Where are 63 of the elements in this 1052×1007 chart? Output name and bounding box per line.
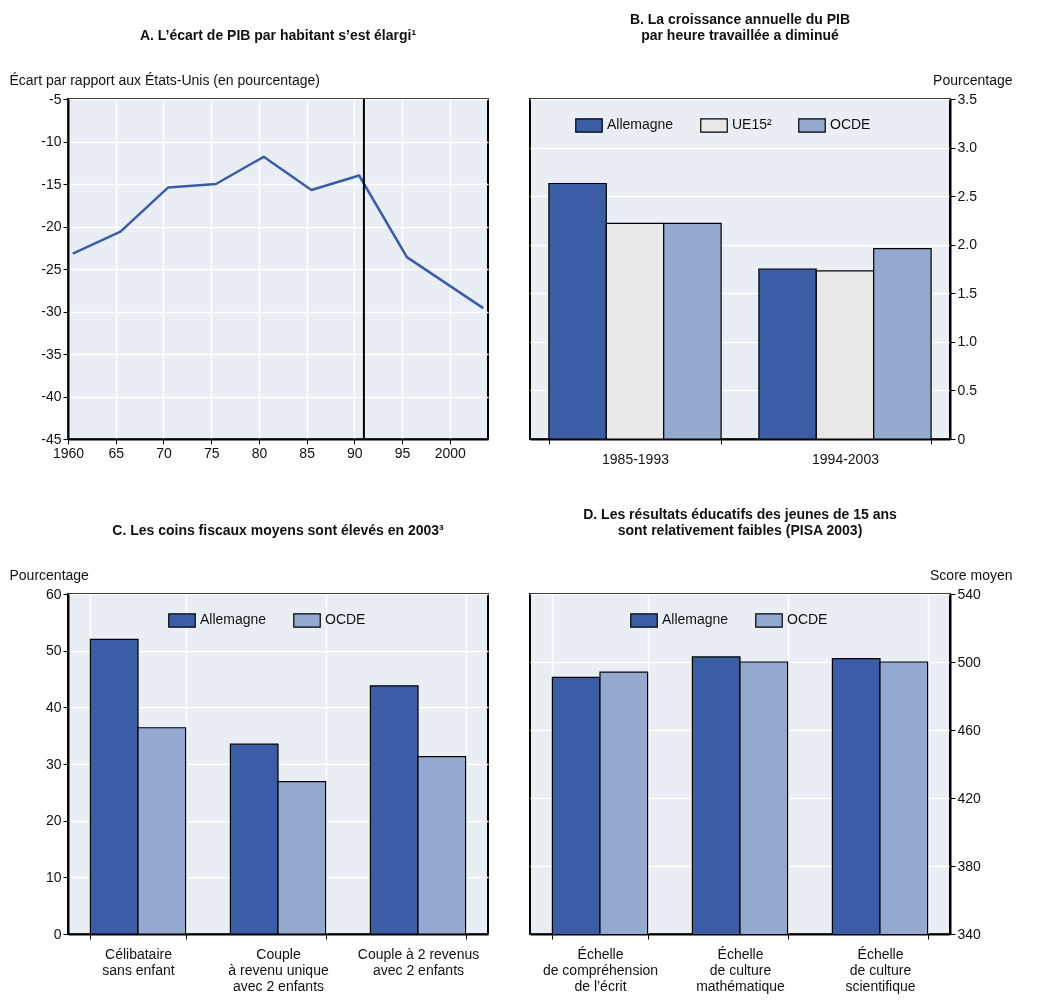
x-tick-label: 70	[156, 444, 172, 461]
legend-label: UE15²	[732, 116, 773, 133]
y2-tick-label: 2.0	[957, 236, 978, 253]
legend-label: OCDE	[787, 611, 828, 628]
legend-label: Allemagne	[662, 611, 729, 628]
y-tick-label: -25	[41, 260, 62, 277]
y2-tick-label: 420	[957, 789, 982, 806]
y-tick-label: -15	[41, 175, 62, 192]
y2-tick-label: 0.5	[957, 381, 978, 398]
y2-tick-label: 500	[957, 653, 982, 670]
x-tick-label: 95	[394, 444, 411, 461]
y-tick-label: 10	[45, 868, 62, 885]
y-axis-title: Écart par rapport aux États-Unis (en pourcentage)	[9, 71, 320, 88]
y2-tick-label: 380	[957, 857, 982, 874]
y-tick-label: -30	[41, 303, 62, 319]
x-tick-label: 75	[203, 444, 220, 461]
x-tick-label: Couple à revenu unique avec 2 enfants	[228, 945, 329, 994]
legend-label: Allemagne	[607, 116, 674, 133]
y2-tick-label: 540	[957, 585, 982, 602]
y2-axis-title: Pourcentage	[933, 71, 1013, 88]
chart-title: B. La croissance annuelle du PIB par heure travaillée a diminué	[629, 11, 851, 43]
legend-label: OCDE	[325, 611, 366, 628]
x-tick-label: 85	[299, 444, 316, 461]
chart-title: A. L’écart de PIB par habitant s’est élargi¹	[139, 27, 417, 43]
y2-tick-label: 3.0	[957, 139, 978, 156]
legend-label: OCDE	[830, 116, 871, 133]
legend-label: Allemagne	[200, 611, 267, 628]
y2-tick-label: 2.5	[957, 187, 978, 204]
y-axis-title: Pourcentage	[9, 566, 90, 583]
y2-axis-title: Score moyen	[930, 566, 1013, 583]
x-tick-label: Échelle de compréhension de l’écrit	[542, 945, 659, 994]
line-series	[71, 155, 485, 310]
y-tick-label: 0	[53, 925, 62, 942]
x-tick-label: Échelle de culture mathématique	[696, 945, 786, 994]
y2-tick-label: 460	[957, 721, 982, 738]
y2-tick-label: 340	[957, 925, 982, 942]
y-tick-label: 40	[45, 698, 62, 715]
x-tick-label: 1985-1993	[602, 450, 670, 467]
x-tick-label: Échelle de culture scientifique	[845, 945, 916, 994]
y-tick-label: -45	[41, 430, 62, 447]
y-tick-label: 20	[45, 812, 62, 829]
x-tick-label: Couple à 2 revenus avec 2 enfants	[357, 945, 480, 978]
y2-tick-label: 0	[957, 430, 966, 447]
y-tick-label: 60	[45, 585, 62, 602]
x-tick-label: 80	[251, 444, 268, 461]
x-tick-label: 1960	[52, 444, 85, 461]
x-tick-label: 65	[108, 444, 125, 461]
x-tick-label: 2000	[434, 444, 467, 461]
y2-tick-label: 3.5	[957, 90, 978, 107]
y2-tick-label: 1.0	[957, 333, 978, 350]
y-tick-label: -40	[41, 388, 62, 404]
x-tick-label: Célibataire sans enfant	[102, 945, 175, 978]
y-tick-label: -20	[41, 218, 62, 234]
x-tick-label: 1994-2003	[812, 450, 880, 467]
y-tick-label: -10	[41, 133, 62, 149]
chart-title: D. Les résultats éducatifs des jeunes de 15 ans sont relativement faibles (PISA 2003)	[583, 506, 897, 538]
y-tick-label: -5	[49, 90, 62, 107]
y-tick-label: -35	[41, 345, 62, 362]
y2-tick-label: 1.5	[957, 284, 978, 301]
chart-title: C. Les coins fiscaux moyens sont élevés en 2003³	[112, 522, 445, 538]
y-tick-label: 30	[45, 755, 62, 772]
y-tick-label: 50	[45, 642, 62, 659]
x-tick-label: 90	[347, 444, 363, 461]
